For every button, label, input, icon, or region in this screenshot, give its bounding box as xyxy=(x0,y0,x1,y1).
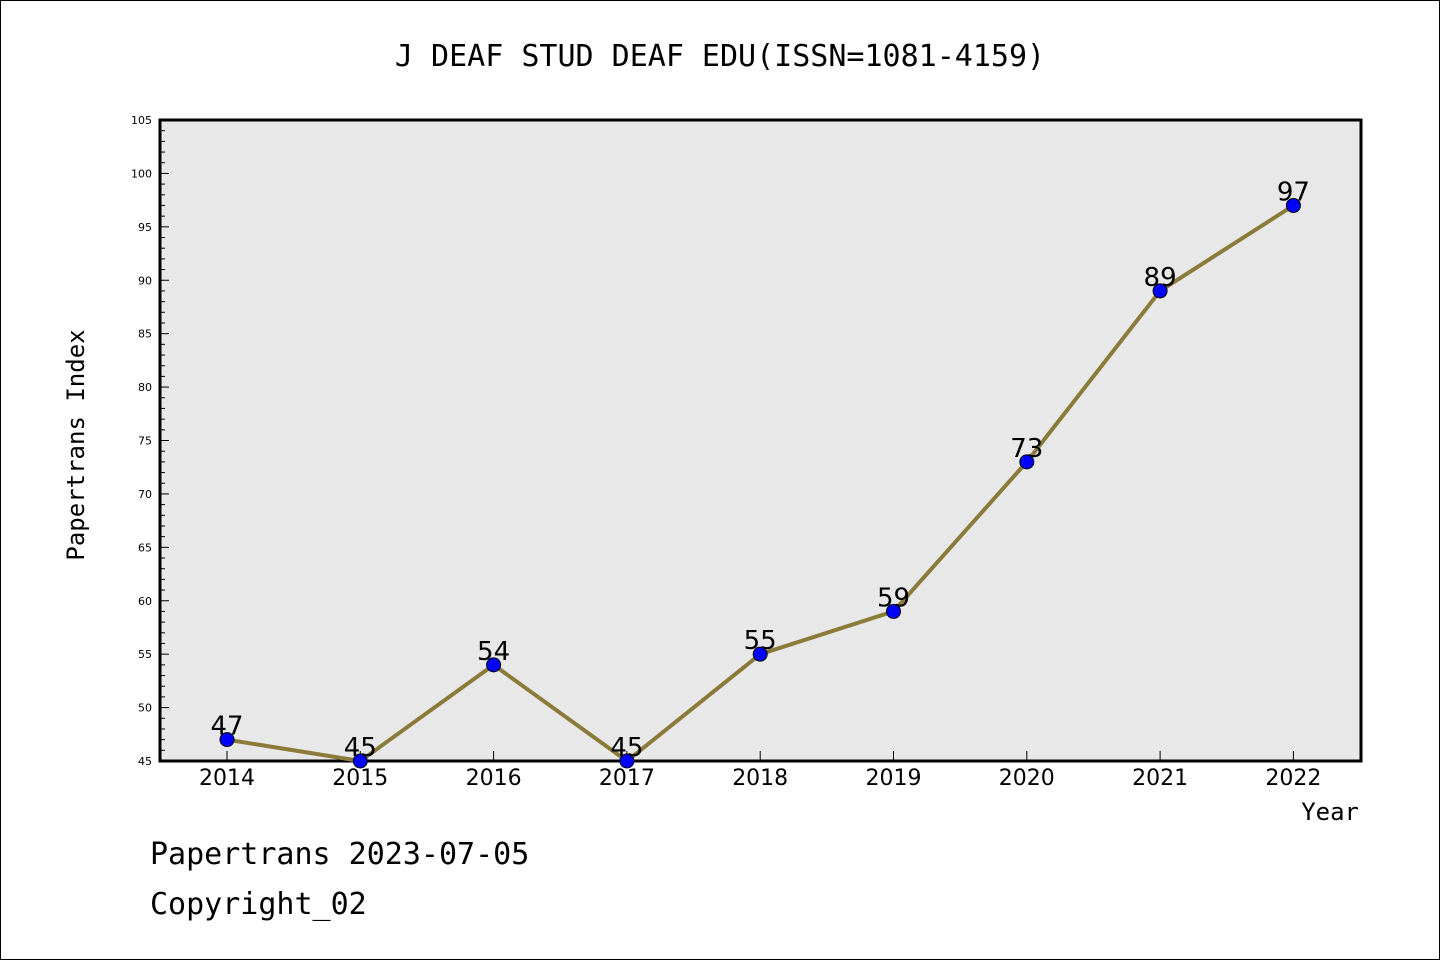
x-tick-label: 2015 xyxy=(332,766,388,791)
markers-group xyxy=(219,197,1301,769)
y-tick-label: 105 xyxy=(131,114,152,127)
data-label: 45 xyxy=(610,733,643,763)
data-point xyxy=(886,603,901,619)
data-label: 59 xyxy=(877,583,910,613)
data-point xyxy=(619,753,635,769)
data-point xyxy=(1019,454,1035,470)
y-tick-label: 100 xyxy=(131,167,152,180)
y-axis-label: Papertrans Index xyxy=(62,329,90,560)
x-tick-label: 2019 xyxy=(866,766,922,791)
x-tick-label: 2014 xyxy=(199,766,255,791)
data-label: 45 xyxy=(344,733,377,763)
x-axis: 2014 2015 2016 2017 2018 2019 2020 2021 2022 xyxy=(199,751,1321,791)
chart-title: J DEAF STUD DEAF EDU(ISSN=1081-4159) xyxy=(395,39,1045,74)
y-tick-label: 45 xyxy=(138,755,152,768)
x-tick-label: 2021 xyxy=(1132,766,1188,791)
y-tick-label: 65 xyxy=(138,541,152,554)
data-label: 89 xyxy=(1144,263,1177,293)
y-axis: 45 50 55 60 65 70 75 80 85 90 95 100 105 xyxy=(131,114,169,768)
data-label: 47 xyxy=(210,712,243,742)
x-tick-label: 2018 xyxy=(732,766,788,791)
x-tick-label: 2020 xyxy=(999,766,1055,791)
x-tick-label: 2016 xyxy=(466,766,522,791)
data-point xyxy=(1152,283,1168,299)
data-point xyxy=(486,657,502,673)
y-tick-label: 75 xyxy=(138,435,152,448)
data-point xyxy=(352,753,368,769)
data-label: 54 xyxy=(477,637,510,667)
x-tick-label: 2017 xyxy=(599,766,655,791)
footer-copyright: Copyright_02 xyxy=(150,887,367,922)
y-tick-label: 60 xyxy=(138,595,152,608)
y-tick-label: 95 xyxy=(138,221,152,234)
data-label: 73 xyxy=(1010,434,1043,464)
data-point xyxy=(1285,197,1301,213)
footer-date: Papertrans 2023-07-05 xyxy=(150,837,529,872)
data-label: 97 xyxy=(1277,177,1310,207)
y-tick-label: 50 xyxy=(138,702,152,715)
plot-area xyxy=(158,118,1363,763)
y-tick-label: 80 xyxy=(138,381,152,394)
x-axis-label: Year xyxy=(1301,798,1359,826)
y-tick-label: 70 xyxy=(138,488,152,501)
x-tick-label: 2022 xyxy=(1265,766,1321,791)
y-tick-label: 90 xyxy=(138,274,152,287)
data-labels-group: 47 45 54 45 55 59 73 89 97 xyxy=(210,177,1309,763)
data-point xyxy=(219,732,235,748)
y-tick-label: 55 xyxy=(138,648,152,661)
data-label: 55 xyxy=(744,626,777,656)
data-point xyxy=(752,646,768,662)
y-tick-label: 85 xyxy=(138,328,152,341)
